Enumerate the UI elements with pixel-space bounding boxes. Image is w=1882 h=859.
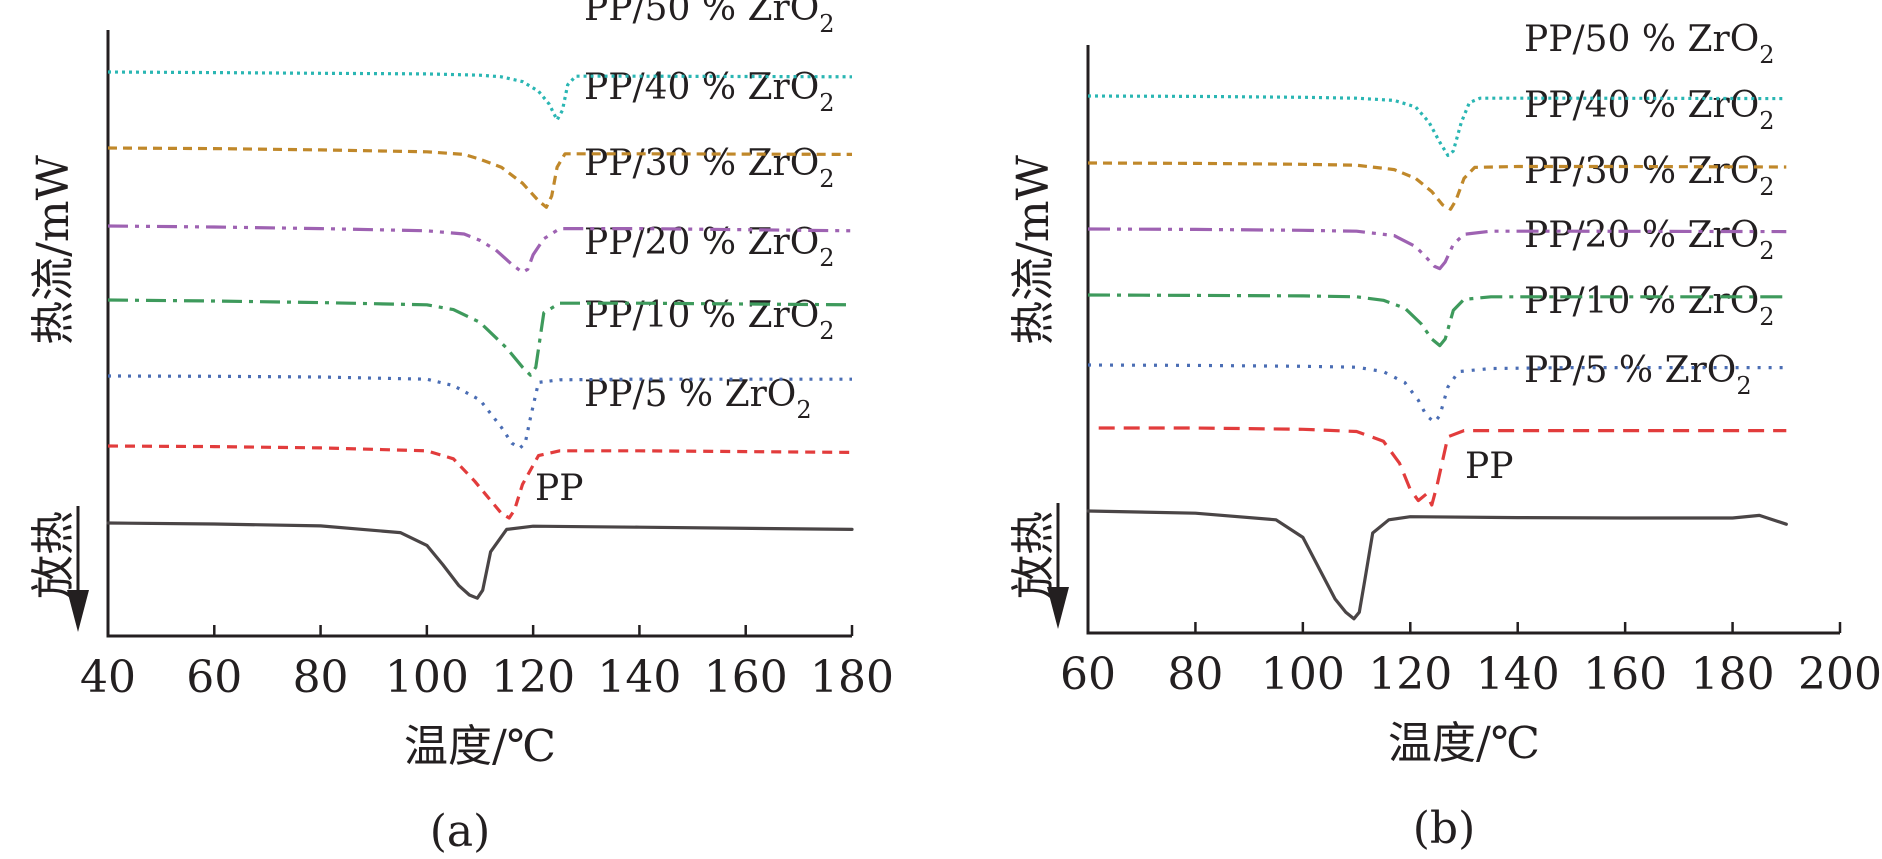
- exotherm-arrow-icon: [1047, 503, 1069, 629]
- x-tick-label: 80: [293, 652, 349, 703]
- x-tick-label: 120: [491, 652, 575, 703]
- y-axis-title: 热流/mW: [1008, 154, 1059, 345]
- series-label-5: PP/40 % ZrO2: [1524, 85, 1775, 135]
- series-label-0: PP: [535, 468, 583, 509]
- chart-panel-b: 60 80 100 120 140 160 180 200 温度/℃ (b) 热流/mW 放热 PP PP…: [1008, 19, 1882, 854]
- series-label-2: PP/10 % ZrO2: [1524, 281, 1775, 331]
- series-label-subscript: 2: [819, 89, 834, 117]
- series-label-6: PP/50 % ZrO2: [1524, 19, 1775, 69]
- series-label-3: PP/20 % ZrO2: [1524, 215, 1775, 265]
- series-line-3: [1087, 293, 1787, 348]
- series-line-0: [1086, 509, 1788, 621]
- series-label-0: PP: [1465, 446, 1513, 487]
- x-tick-label: 80: [1167, 649, 1223, 700]
- y-axis-title: 热流/mW: [28, 154, 79, 345]
- series-label-text: PP/5 % ZrO: [1524, 350, 1736, 391]
- exotherm-label: 放热: [1008, 511, 1059, 599]
- x-tick-label: 60: [1060, 649, 1116, 700]
- series-line-0: [106, 521, 854, 600]
- series-label-text: PP/50 % ZrO: [1524, 19, 1759, 60]
- series-label-subscript: 2: [1759, 107, 1774, 135]
- series-line-5: [107, 146, 853, 209]
- series-line-2: [107, 374, 852, 450]
- series-label-text: PP/10 % ZrO: [1524, 281, 1759, 322]
- series-label-text: PP/30 % ZrO: [584, 143, 819, 184]
- series-label-subscript: 2: [1736, 372, 1751, 400]
- series-label-1: PP/5 % ZrO2: [584, 374, 812, 424]
- series-line-1: [107, 444, 853, 520]
- x-tick-label: 120: [1368, 649, 1452, 700]
- series-label-text: PP/20 % ZrO: [1524, 215, 1759, 256]
- series-label-subscript: 2: [819, 317, 834, 345]
- series-label-4: PP/30 % ZrO2: [584, 143, 835, 193]
- x-tick-label: 140: [1476, 649, 1560, 700]
- x-tick-label: 180: [810, 652, 894, 703]
- series-line-3: [107, 298, 853, 377]
- x-tick-label: 160: [1583, 649, 1667, 700]
- series-label-subscript: 2: [1759, 303, 1774, 331]
- series-line-6: [107, 70, 853, 122]
- x-tick-label: 60: [186, 652, 242, 703]
- x-axis-title: 温度/℃: [1388, 718, 1540, 769]
- series-label-text: PP: [1465, 446, 1513, 487]
- x-tick-label: 100: [385, 652, 469, 703]
- series-label-text: PP/40 % ZrO: [584, 67, 819, 108]
- series-label-4: PP/30 % ZrO2: [1524, 151, 1775, 201]
- x-tick-label: 160: [704, 652, 788, 703]
- series-line-1: [1098, 426, 1787, 507]
- series-line-4: [107, 224, 853, 274]
- series-line-2: [1087, 363, 1787, 424]
- x-tick-label: 200: [1798, 649, 1882, 700]
- series-label-text: PP/50 % ZrO: [584, 0, 819, 29]
- panel-label: (b): [1413, 803, 1476, 854]
- series-label-6: PP/50 % ZrO2: [584, 0, 835, 38]
- series-label-subscript: 2: [819, 244, 834, 272]
- series-label-text: PP/5 % ZrO: [584, 374, 796, 415]
- x-tick-label: 40: [80, 652, 136, 703]
- series-label-subscript: 2: [819, 10, 834, 38]
- series-label-2: PP/10 % ZrO2: [584, 295, 835, 345]
- x-axis-title: 温度/℃: [404, 721, 556, 772]
- series-line-5: [1087, 161, 1787, 211]
- series-label-subscript: 2: [1759, 173, 1774, 201]
- series-line-4: [1087, 227, 1787, 271]
- series-label-text: PP/10 % ZrO: [584, 295, 819, 336]
- series-label-text: PP: [535, 468, 583, 509]
- panel-label: (a): [430, 806, 491, 857]
- series-label-text: PP/40 % ZrO: [1524, 85, 1759, 126]
- x-tick-label: 140: [597, 652, 681, 703]
- series-label-subscript: 2: [1759, 237, 1774, 265]
- series-label-5: PP/40 % ZrO2: [584, 67, 835, 117]
- exotherm-label: 放热: [28, 511, 79, 599]
- series-label-subscript: 2: [1759, 41, 1774, 69]
- chart-panel-a: 40 60 80 100 120 140 160 180 温度/℃ (a) 热流/mW 放热 PP PP/…: [28, 0, 894, 857]
- series-label-subscript: 2: [819, 165, 834, 193]
- exotherm-arrow-icon: [67, 506, 89, 632]
- series-line-6: [1087, 94, 1787, 157]
- series-label-text: PP/30 % ZrO: [1524, 151, 1759, 192]
- series-label-subscript: 2: [796, 396, 811, 424]
- x-tick-label: 180: [1691, 649, 1775, 700]
- series-label-1: PP/5 % ZrO2: [1524, 350, 1752, 400]
- x-tick-label: 100: [1261, 649, 1345, 700]
